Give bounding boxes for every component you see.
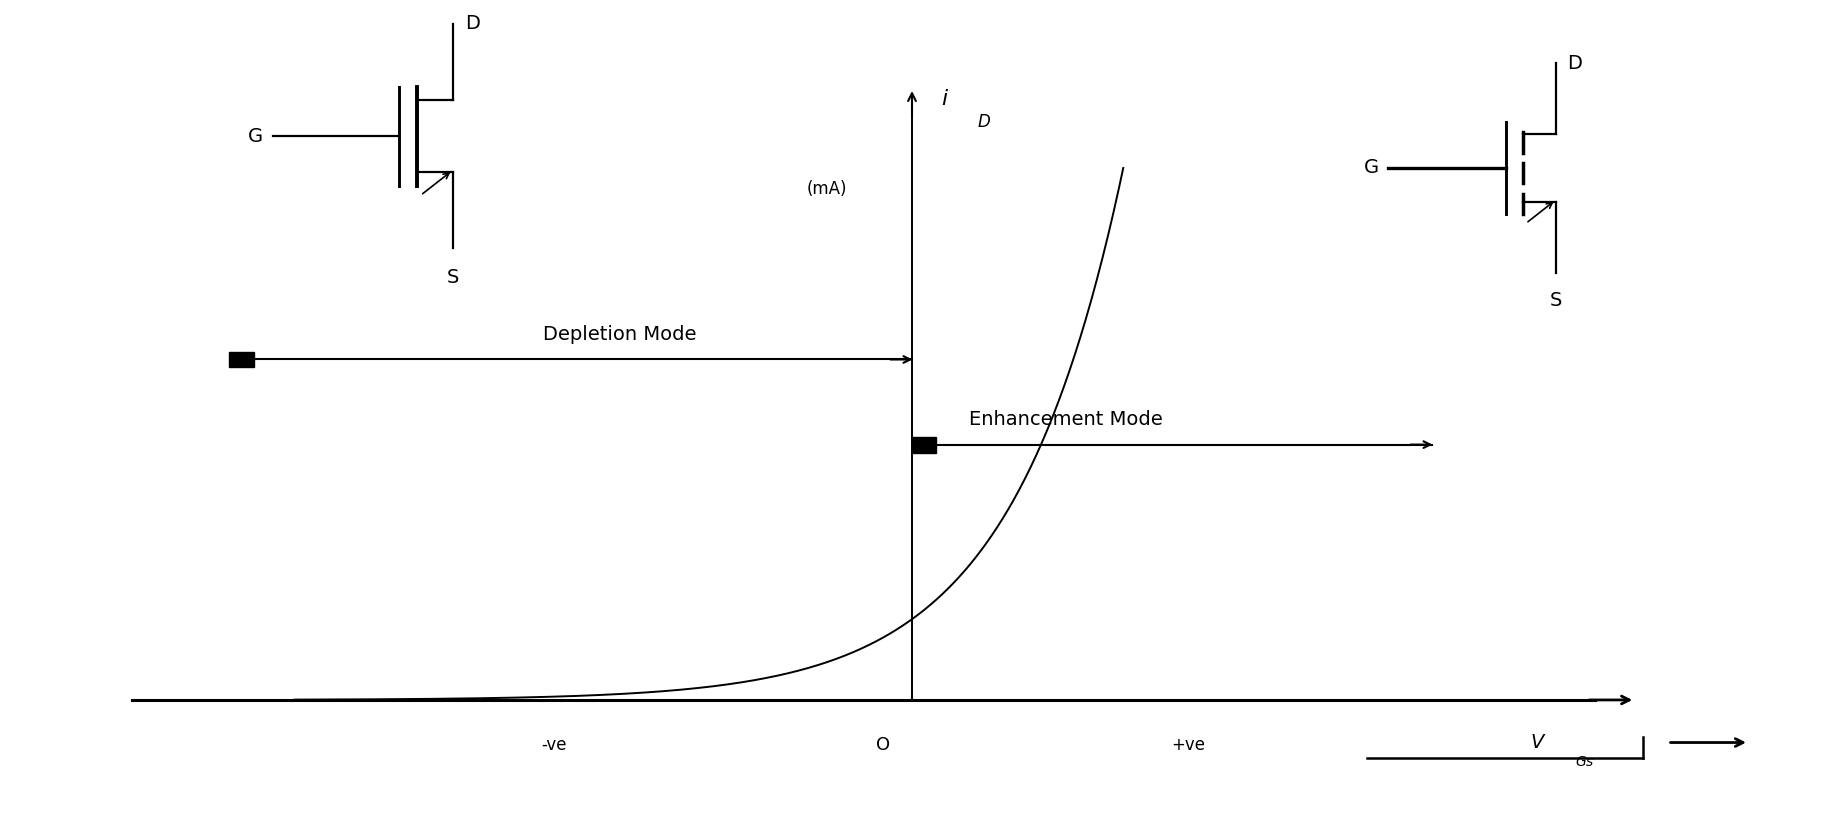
Text: D: D [1566,54,1581,73]
Text: S: S [1550,292,1560,310]
Text: S: S [447,268,459,287]
Text: G: G [1364,159,1378,177]
Text: O: O [875,736,890,753]
Text: $\mathit{V}$: $\mathit{V}$ [1529,733,1546,752]
Text: Depletion Mode: Depletion Mode [543,324,696,344]
Bar [912,436,935,452]
Text: +ve: +ve [1170,736,1205,753]
Text: (mA): (mA) [806,181,846,198]
Text: $\mathit{i}$: $\mathit{i}$ [941,89,948,110]
Text: G: G [248,126,263,145]
Text: Enhancement Mode: Enhancement Mode [968,410,1161,429]
Text: $\mathit{Gs}$: $\mathit{Gs}$ [1573,755,1593,768]
Bar [230,351,253,368]
Text: $\mathit{D}$: $\mathit{D}$ [977,113,990,130]
Text: D: D [465,14,479,33]
Text: -ve: -ve [541,736,567,753]
